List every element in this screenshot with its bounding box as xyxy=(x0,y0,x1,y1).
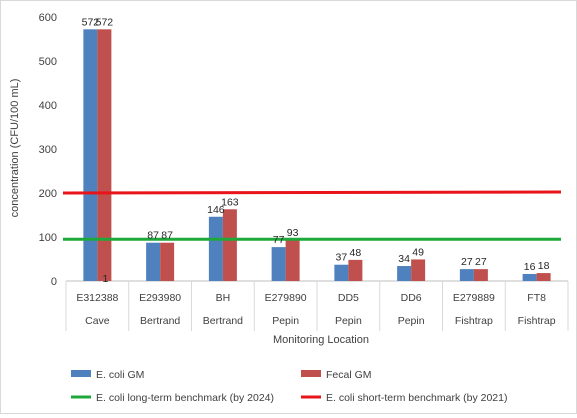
bar-ecoli-gm xyxy=(334,264,349,281)
x-tick-label-site: DD6 xyxy=(401,292,422,304)
x-tick-label-group: Bertrand xyxy=(203,315,243,327)
data-label: 34 xyxy=(398,253,410,265)
bar-fecal-gm xyxy=(536,273,551,281)
data-label: 27 xyxy=(475,256,487,268)
y-tick-label: 400 xyxy=(39,100,57,112)
legend-label: Fecal GM xyxy=(326,369,372,381)
legend-label: E. coli short-term benchmark (by 2021) xyxy=(326,392,507,404)
x-tick-label-group: Pepin xyxy=(272,315,299,327)
data-label: 163 xyxy=(221,196,239,208)
data-label: 87 xyxy=(147,230,159,242)
x-tick-label-group: Pepin xyxy=(335,315,362,327)
legend-swatch xyxy=(71,370,91,377)
y-tick-label: 200 xyxy=(39,188,57,200)
bar-fecal-gm xyxy=(97,29,112,281)
bar-fecal-gm xyxy=(473,269,488,281)
x-axis: E312388 Cave E293980 Bertrand BH Bertrand E279… xyxy=(65,280,569,331)
data-label: 77 xyxy=(273,234,285,246)
bar-fecal-gm xyxy=(348,259,363,281)
x-tick-label-group: Fishtrap xyxy=(518,315,556,327)
y-tick-label: 500 xyxy=(39,56,57,68)
y-axis-title: concentration (CFU/100 mL) xyxy=(9,79,21,218)
legend-label: E. coli long-term benchmark (by 2024) xyxy=(96,392,274,404)
y-tick-label: 0 xyxy=(51,276,57,288)
x-tick-label-site: E279889 xyxy=(453,292,495,304)
short-term-benchmark-line xyxy=(62,190,562,195)
legend-label: E. coli GM xyxy=(96,369,144,381)
x-tick-label-site: DD5 xyxy=(338,292,359,304)
annotation: 1 xyxy=(102,273,108,285)
bar-ecoli-gm xyxy=(146,242,161,281)
data-label: 16 xyxy=(524,261,536,273)
data-label: 37 xyxy=(336,252,348,264)
x-axis-title: Monitoring Location xyxy=(273,334,369,346)
y-axis: 0 100 200 300 400 500 600 xyxy=(39,12,57,288)
legend: E. coli GM Fecal GM E. coli long-term benc… xyxy=(71,369,507,404)
bar-ecoli-gm xyxy=(208,216,223,281)
x-tick-label-site: E293980 xyxy=(139,292,181,304)
data-label: 48 xyxy=(350,247,362,259)
data-label: 49 xyxy=(412,246,424,258)
y-tick-label: 100 xyxy=(39,232,57,244)
bar-fecal-gm xyxy=(411,259,426,281)
bar-ecoli-gm xyxy=(83,29,98,281)
legend-swatch xyxy=(301,370,321,377)
x-tick-label-group: Cave xyxy=(85,315,110,327)
data-label: 572 xyxy=(96,16,114,28)
reference-lines xyxy=(62,190,562,241)
bar-fecal-gm xyxy=(222,209,237,281)
data-label: 27 xyxy=(461,256,473,268)
bar-ecoli-gm xyxy=(522,273,537,281)
data-label: 93 xyxy=(287,227,299,239)
x-tick-label-group: Fishtrap xyxy=(455,315,493,327)
y-tick-label: 300 xyxy=(39,144,57,156)
data-label: 572 xyxy=(82,16,100,28)
x-tick-label-site: FT8 xyxy=(527,292,546,304)
bar-ecoli-gm xyxy=(271,247,286,281)
x-tick-label-site: E312388 xyxy=(76,292,118,304)
data-label: 18 xyxy=(538,260,550,272)
x-tick-label-site: BH xyxy=(216,292,231,304)
x-tick-label-site: E279890 xyxy=(265,292,307,304)
bar-fecal-gm xyxy=(285,240,300,281)
bar-fecal-gm xyxy=(160,242,175,281)
bar-ecoli-gm xyxy=(459,269,474,281)
x-tick-label-group: Bertrand xyxy=(140,315,180,327)
x-tick-label-group: Pepin xyxy=(398,315,425,327)
bars xyxy=(83,29,551,281)
data-label: 87 xyxy=(161,230,173,242)
y-tick-label: 600 xyxy=(39,12,57,24)
bar-ecoli-gm xyxy=(397,266,412,281)
data-label: 146 xyxy=(207,204,225,216)
